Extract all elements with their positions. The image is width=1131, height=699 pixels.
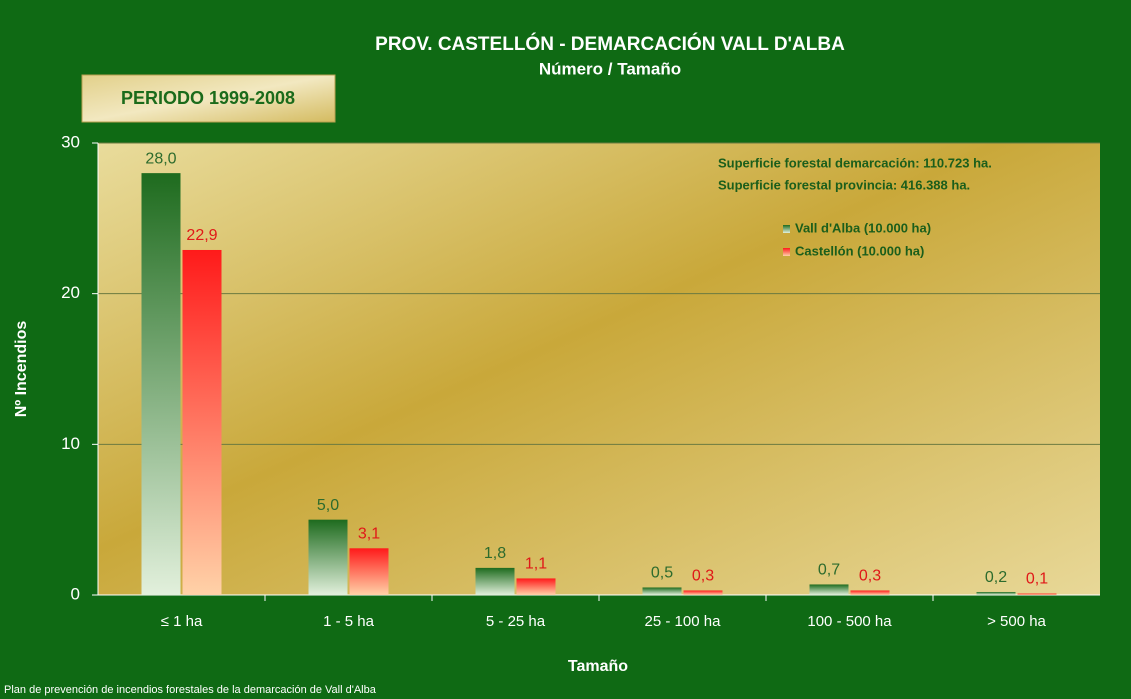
legend-swatch (783, 225, 790, 233)
y-tick-label: 0 (71, 584, 80, 603)
footer: Plan de prevención de incendios forestal… (4, 684, 377, 696)
chart-subtitle: Número / Tamaño (539, 59, 681, 78)
y-tick-label: 30 (61, 132, 80, 151)
bar (683, 590, 723, 595)
data-label: 0,3 (692, 568, 714, 585)
legend-swatch (783, 248, 790, 256)
data-label: 1,1 (525, 556, 547, 573)
bar (308, 519, 348, 595)
y-tick-label: 10 (61, 434, 80, 453)
data-label: 28,0 (145, 150, 176, 167)
data-label: 3,1 (358, 526, 380, 543)
data-label: 1,8 (484, 545, 506, 562)
bar (475, 567, 515, 595)
bar (850, 590, 890, 595)
bar (809, 584, 849, 595)
data-label: 22,9 (186, 227, 217, 244)
x-tick-label: ≤ 1 ha (161, 613, 203, 630)
x-tick-label: 100 - 500 ha (807, 613, 892, 630)
bar (1017, 593, 1057, 595)
data-label: 0,1 (1026, 571, 1048, 588)
legend-label: Vall d'Alba (10.000 ha) (795, 220, 931, 235)
x-tick-label: 25 - 100 ha (645, 613, 722, 630)
legend-label: Castellón (10.000 ha) (795, 243, 924, 258)
bar (976, 591, 1016, 595)
data-label: 0,2 (985, 569, 1007, 586)
bar (141, 173, 181, 595)
data-label: 0,7 (818, 562, 840, 579)
x-axis-label: Tamaño (568, 658, 628, 675)
data-label: 0,5 (651, 565, 673, 582)
period-box (81, 74, 336, 123)
y-tick-label: 20 (61, 283, 80, 302)
plot-area (98, 143, 1100, 595)
x-tick-label: 5 - 25 ha (486, 613, 546, 630)
bar (516, 578, 556, 595)
data-label: 5,0 (317, 497, 339, 514)
x-tick-label: 1 - 5 ha (323, 613, 375, 630)
bar (182, 249, 222, 595)
bar (349, 548, 389, 595)
data-label: 0,3 (859, 568, 881, 585)
y-axis-label: Nº Incendios (13, 321, 30, 418)
x-tick-label: > 500 ha (987, 613, 1046, 630)
annotation: Superficie forestal provincia: 416.388 h… (718, 177, 970, 192)
chart-title: PROV. CASTELLÓN - DEMARCACIÓN VALL D'ALB… (375, 33, 845, 55)
period-label: PERIODO 1999-2008 (121, 88, 295, 108)
bar (642, 587, 682, 595)
annotation: Superficie forestal demarcación: 110.723… (718, 155, 992, 170)
